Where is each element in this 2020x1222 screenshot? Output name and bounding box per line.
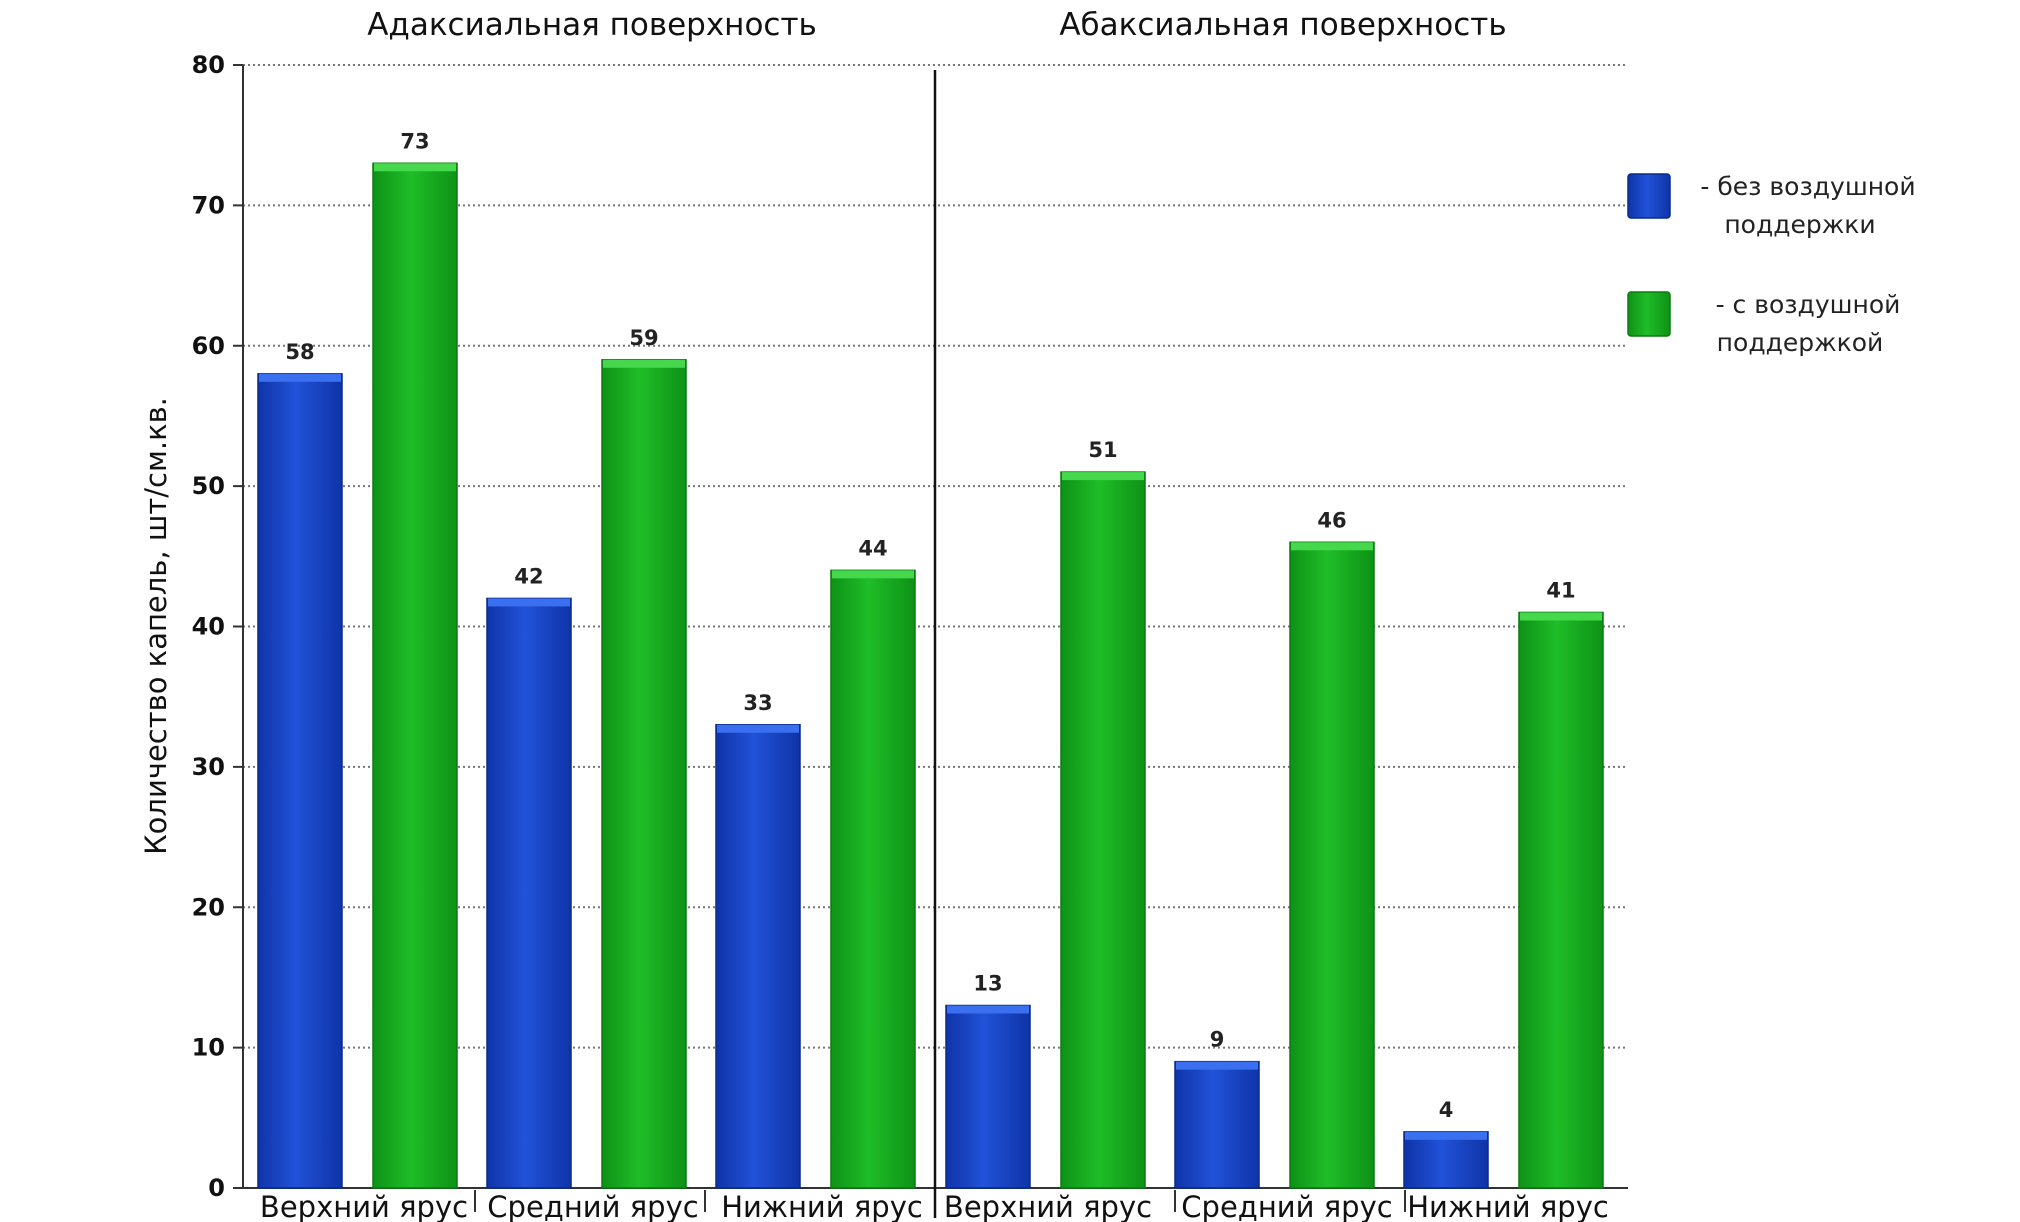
bar-top-highlight [374, 163, 456, 172]
y-axis-label: Количество капель, шт/см.кв. [139, 397, 173, 855]
bar-top-highlight [1062, 472, 1144, 481]
bar-top-highlight [1520, 612, 1602, 621]
x-category-label: Верхний ярус [944, 1190, 1152, 1222]
x-category-label: Средний ярус [487, 1190, 698, 1222]
gridlines [243, 64, 1628, 1049]
bar-value-label: 33 [743, 691, 772, 715]
bar-without_support [715, 724, 801, 1189]
legend-label: - с воздушной [1716, 290, 1901, 319]
bar-value-label: 73 [400, 129, 429, 153]
bar-with_support [1518, 611, 1604, 1189]
x-category-label: Нижний ярус [1407, 1190, 1609, 1222]
bar-value-label: 51 [1088, 438, 1117, 462]
bar-top-highlight [603, 359, 685, 368]
y-tick-label: 60 [192, 332, 225, 360]
y-tick-label: 70 [192, 191, 225, 219]
x-category-label: Верхний ярус [260, 1190, 468, 1222]
bar-value-label: 41 [1546, 578, 1575, 602]
bar-value-label: 13 [973, 972, 1002, 996]
bar-top-highlight [1291, 542, 1373, 551]
bar-with_support [601, 359, 687, 1189]
bar-value-label: 59 [629, 326, 658, 350]
bar-without_support [486, 597, 572, 1189]
bar-top-highlight [717, 724, 799, 733]
y-tick-label: 40 [192, 613, 225, 641]
bar-value-label: 4 [1439, 1098, 1454, 1122]
legend: - без воздушной поддержки - с воздушной под… [1627, 172, 1916, 357]
axes [233, 64, 1628, 1218]
bar-with_support [1289, 541, 1375, 1189]
y-tick-label: 10 [192, 1034, 225, 1062]
bar-without_support [945, 1004, 1031, 1189]
y-tick-label: 80 [192, 51, 225, 79]
panel-title: Абаксиальная поверхность [1059, 7, 1506, 43]
x-category-label: Средний ярус [1181, 1190, 1392, 1222]
bar-top-highlight [1176, 1061, 1258, 1070]
y-tick-label: 30 [192, 753, 225, 781]
legend-swatch-without_support [1627, 173, 1671, 219]
legend-label: поддержки [1724, 210, 1875, 239]
bar-value-label: 46 [1317, 508, 1346, 532]
labels: 0 10 20 30 40 50 60 70 80 Количество капель, шт/с… [139, 7, 1609, 1222]
bar-without_support [257, 373, 343, 1189]
bar-with_support [830, 569, 916, 1189]
bar-with_support [1060, 471, 1146, 1189]
bar-top-highlight [1405, 1131, 1487, 1140]
bar-value-label: 9 [1210, 1028, 1225, 1052]
bar-top-highlight [832, 570, 914, 579]
legend-label: поддержкой [1717, 328, 1884, 357]
bar-without_support [1174, 1060, 1260, 1189]
bar-top-highlight [947, 1005, 1029, 1014]
y-tick-label: 50 [192, 472, 225, 500]
legend-label: - без воздушной [1700, 172, 1915, 201]
bar-top-highlight [259, 373, 341, 382]
y-tick-label: 20 [192, 893, 225, 921]
bars [257, 162, 1604, 1189]
bar-value-label: 44 [858, 536, 887, 560]
bar-without_support [1403, 1131, 1489, 1189]
x-category-label: Нижний ярус [721, 1190, 923, 1222]
bar-with_support [372, 162, 458, 1189]
legend-swatch-with_support [1627, 291, 1671, 337]
bar-value-label: 42 [514, 564, 543, 588]
y-tick-label: 0 [208, 1174, 225, 1202]
bar-value-label: 58 [285, 340, 314, 364]
panel-title: Адаксиальная поверхность [367, 7, 817, 43]
bar-top-highlight [488, 598, 570, 607]
